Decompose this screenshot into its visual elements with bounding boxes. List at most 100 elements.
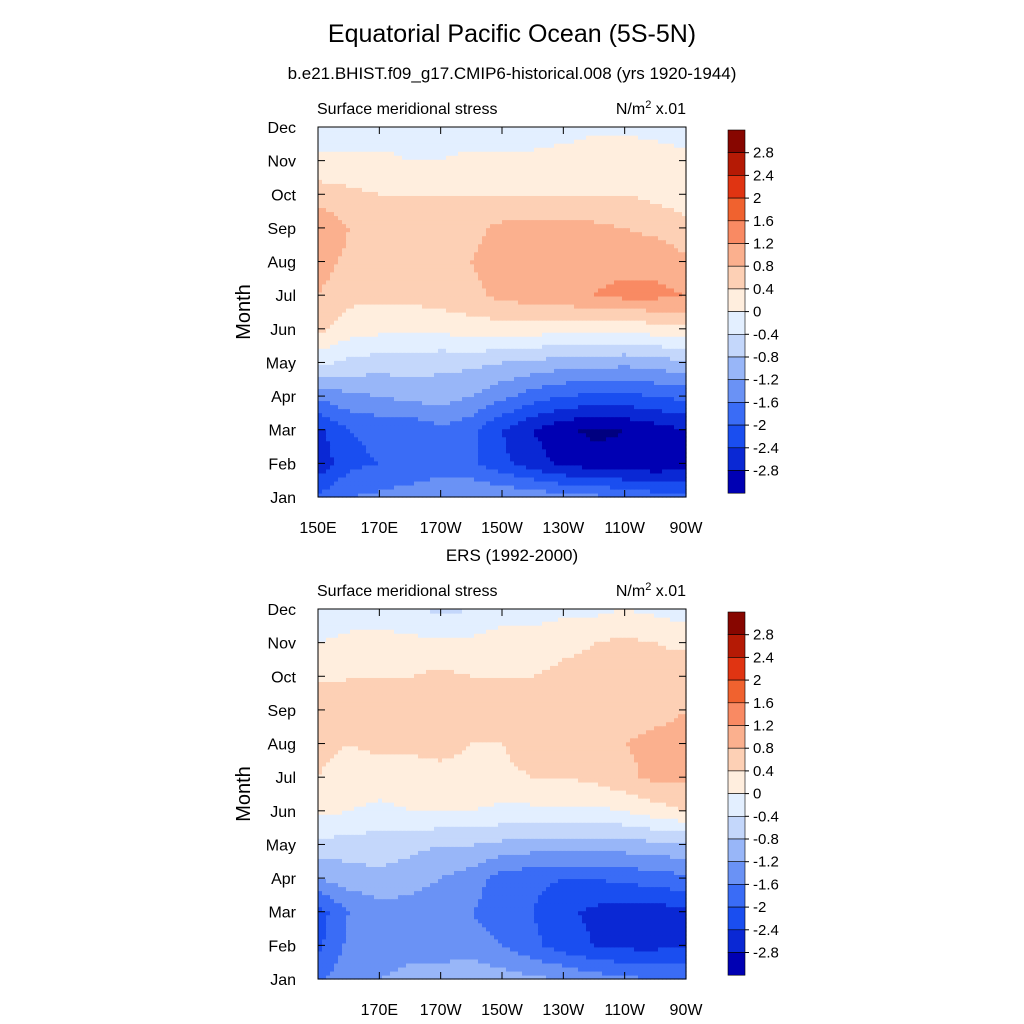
heatmap-cell [322,287,327,293]
heatmap-cell [366,452,371,458]
heatmap-cell [350,299,355,305]
heatmap-cell [594,364,599,369]
heatmap-cell [450,291,455,297]
heatmap-cell [482,436,487,442]
heatmap-cell [554,384,559,390]
heatmap-cell [674,452,679,458]
heatmap-cell [506,404,511,410]
heatmap-cell [494,448,499,454]
heatmap-cell [366,320,371,325]
heatmap-cell [678,396,683,402]
heatmap-cell [442,352,447,357]
heatmap-cell [578,299,583,305]
heatmap-cell [654,392,659,398]
heatmap-cell [382,460,387,466]
heatmap-cell [554,412,559,418]
heatmap-cell [498,312,503,317]
heatmap-cell [354,424,359,430]
heatmap-cell [390,492,395,498]
heatmap-cell [666,464,671,470]
heatmap-cell [350,428,355,434]
heatmap-cell [486,348,491,353]
heatmap-cell [402,464,407,470]
heatmap-cell [490,332,495,337]
heatmap-cell [402,384,407,390]
heatmap-cell [334,432,339,438]
heatmap-cell [634,412,639,418]
heatmap-cell [506,484,511,490]
heatmap-cell [506,448,511,454]
heatmap-cell [590,452,595,458]
heatmap-cell [458,428,463,434]
heatmap-cell [418,299,423,305]
heatmap-cell [554,404,559,410]
heatmap-cell [626,303,631,309]
heatmap-cell [526,307,531,313]
heatmap-cell [594,299,599,305]
heatmap-cell [474,396,479,402]
heatmap-cell [374,392,379,398]
heatmap-cell [558,444,563,450]
heatmap-cell [350,460,355,466]
heatmap-cell [378,392,383,398]
heatmap-cell [618,364,623,369]
heatmap-cell [610,456,615,462]
heatmap-cell [342,324,347,329]
heatmap-cell [510,295,515,301]
heatmap-cell [438,480,443,486]
heatmap-cell [530,312,535,317]
heatmap-cell [562,336,567,341]
heatmap-cell [578,380,583,385]
heatmap-cell [510,396,515,402]
heatmap-cell [630,348,635,353]
heatmap-cell [606,464,611,470]
heatmap-cell [430,396,435,402]
heatmap-cell [510,476,515,482]
heatmap-cell [430,408,435,414]
heatmap-cell [590,436,595,442]
heatmap-cell [330,492,335,498]
heatmap-cell [562,332,567,337]
heatmap-cell [382,380,387,385]
heatmap-cell [446,480,451,486]
heatmap-cell [670,456,675,462]
heatmap-cell [566,287,571,293]
heatmap-cell [650,428,655,434]
heatmap-cell [374,380,379,385]
heatmap-cell [626,396,631,402]
heatmap-cell [502,307,507,313]
heatmap-cell [346,352,351,357]
heatmap-cell [462,468,467,474]
heatmap-cell [434,324,439,329]
heatmap-cell [358,340,363,345]
heatmap-cell [554,368,559,373]
heatmap-cell [414,316,419,321]
heatmap-cell [598,388,603,394]
heatmap-cell [442,283,447,289]
heatmap-cell [534,299,539,305]
heatmap-cell [330,396,335,402]
heatmap-cell [358,352,363,357]
heatmap-cell [546,448,551,454]
heatmap-cell [662,416,667,422]
heatmap-cell [534,368,539,373]
heatmap-cell [530,388,535,394]
heatmap-cell [442,340,447,345]
heatmap-cell [406,372,411,377]
heatmap-cell [542,328,547,333]
heatmap-cell [582,384,587,390]
heatmap-cell [374,344,379,349]
heatmap-cell [670,372,675,377]
heatmap-cell [626,428,631,434]
heatmap-cell [606,295,611,301]
heatmap-cell [462,295,467,301]
heatmap-cell [330,320,335,325]
heatmap-cell [666,303,671,309]
heatmap-cell [538,492,543,498]
heatmap-cell [434,380,439,385]
heatmap-cell [322,356,327,361]
heatmap-cell [418,344,423,349]
heatmap-cell [682,388,687,394]
heatmap-cell [410,344,415,349]
heatmap-cell [562,360,567,365]
